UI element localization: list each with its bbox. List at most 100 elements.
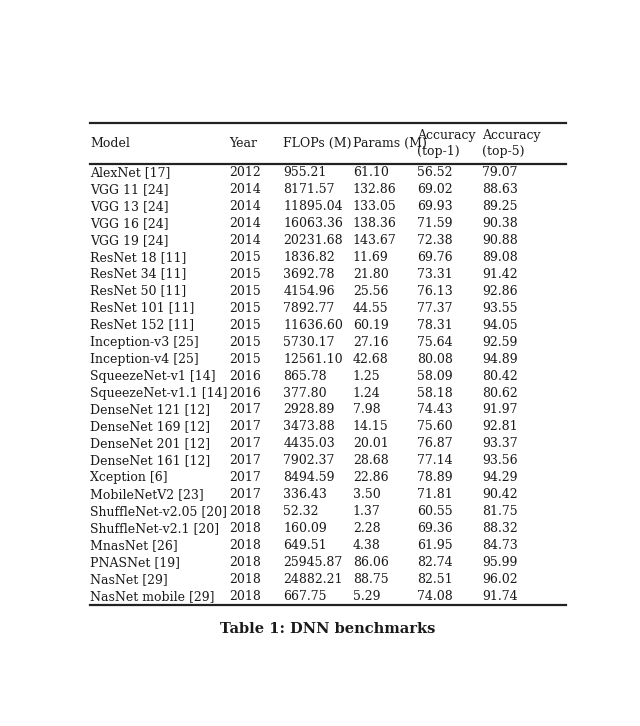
Text: 77.37: 77.37 [417, 301, 452, 314]
Text: 89.08: 89.08 [482, 250, 518, 264]
Text: 80.42: 80.42 [482, 370, 518, 383]
Text: Inception-v4 [25]: Inception-v4 [25] [90, 353, 198, 365]
Text: Xception [6]: Xception [6] [90, 471, 168, 484]
Text: 2012: 2012 [229, 166, 260, 179]
Text: FLOPs (M): FLOPs (M) [284, 137, 352, 150]
Text: AlexNet [17]: AlexNet [17] [90, 166, 170, 179]
Text: 82.51: 82.51 [417, 574, 453, 587]
Text: 93.37: 93.37 [482, 438, 517, 450]
Text: 138.36: 138.36 [353, 216, 397, 229]
Text: Accuracy
(top-1): Accuracy (top-1) [417, 129, 476, 158]
Text: 95.99: 95.99 [482, 556, 517, 569]
Text: 667.75: 667.75 [284, 590, 327, 603]
Text: 1.25: 1.25 [353, 370, 380, 383]
Text: 3473.88: 3473.88 [284, 420, 335, 433]
Text: 2017: 2017 [229, 471, 260, 484]
Text: 93.55: 93.55 [482, 301, 517, 314]
Text: 56.52: 56.52 [417, 166, 452, 179]
Text: 5.29: 5.29 [353, 590, 380, 603]
Text: 96.02: 96.02 [482, 574, 517, 587]
Text: 2017: 2017 [229, 454, 260, 468]
Text: 76.13: 76.13 [417, 285, 453, 298]
Text: 2018: 2018 [229, 539, 260, 552]
Text: 86.06: 86.06 [353, 556, 388, 569]
Text: 93.56: 93.56 [482, 454, 517, 468]
Text: 21.80: 21.80 [353, 268, 388, 281]
Text: 1836.82: 1836.82 [284, 250, 335, 264]
Text: 71.81: 71.81 [417, 489, 453, 502]
Text: 12561.10: 12561.10 [284, 353, 343, 365]
Text: 52.32: 52.32 [284, 505, 319, 518]
Text: 2015: 2015 [229, 268, 260, 281]
Text: 5730.17: 5730.17 [284, 335, 335, 348]
Text: 94.29: 94.29 [482, 471, 517, 484]
Text: VGG 13 [24]: VGG 13 [24] [90, 200, 168, 213]
Text: 2015: 2015 [229, 301, 260, 314]
Text: 94.05: 94.05 [482, 319, 517, 332]
Text: 91.42: 91.42 [482, 268, 517, 281]
Text: 75.64: 75.64 [417, 335, 453, 348]
Text: 69.93: 69.93 [417, 200, 453, 213]
Text: 92.59: 92.59 [482, 335, 517, 348]
Text: 2015: 2015 [229, 319, 260, 332]
Text: 61.10: 61.10 [353, 166, 388, 179]
Text: 24882.21: 24882.21 [284, 574, 343, 587]
Text: NasNet mobile [29]: NasNet mobile [29] [90, 590, 214, 603]
Text: 649.51: 649.51 [284, 539, 327, 552]
Text: 25.56: 25.56 [353, 285, 388, 298]
Text: 80.08: 80.08 [417, 353, 453, 365]
Text: 69.76: 69.76 [417, 250, 453, 264]
Text: 2928.89: 2928.89 [284, 404, 335, 417]
Text: 90.88: 90.88 [482, 234, 518, 247]
Text: 60.55: 60.55 [417, 505, 453, 518]
Text: 133.05: 133.05 [353, 200, 397, 213]
Text: 89.25: 89.25 [482, 200, 517, 213]
Text: 74.43: 74.43 [417, 404, 453, 417]
Text: 69.36: 69.36 [417, 523, 453, 535]
Text: VGG 16 [24]: VGG 16 [24] [90, 216, 168, 229]
Text: 7.98: 7.98 [353, 404, 380, 417]
Text: 72.38: 72.38 [417, 234, 453, 247]
Text: SqueezeNet-v1.1 [14]: SqueezeNet-v1.1 [14] [90, 386, 227, 399]
Text: 71.59: 71.59 [417, 216, 452, 229]
Text: 1.24: 1.24 [353, 386, 381, 399]
Text: 61.95: 61.95 [417, 539, 453, 552]
Text: 143.67: 143.67 [353, 234, 397, 247]
Text: 11895.04: 11895.04 [284, 200, 343, 213]
Text: 7892.77: 7892.77 [284, 301, 335, 314]
Text: 865.78: 865.78 [284, 370, 327, 383]
Text: 92.86: 92.86 [482, 285, 517, 298]
Text: 28.68: 28.68 [353, 454, 388, 468]
Text: VGG 11 [24]: VGG 11 [24] [90, 183, 168, 196]
Text: 60.19: 60.19 [353, 319, 388, 332]
Text: 2014: 2014 [229, 200, 260, 213]
Text: MobileNetV2 [23]: MobileNetV2 [23] [90, 489, 204, 502]
Text: 377.80: 377.80 [284, 386, 327, 399]
Text: 92.81: 92.81 [482, 420, 517, 433]
Text: 20231.68: 20231.68 [284, 234, 343, 247]
Text: 91.74: 91.74 [482, 590, 517, 603]
Text: 90.38: 90.38 [482, 216, 518, 229]
Text: 16063.36: 16063.36 [284, 216, 343, 229]
Text: 3692.78: 3692.78 [284, 268, 335, 281]
Text: 955.21: 955.21 [284, 166, 327, 179]
Text: 2018: 2018 [229, 556, 260, 569]
Text: 2015: 2015 [229, 335, 260, 348]
Text: ShuffleNet-v2.05 [20]: ShuffleNet-v2.05 [20] [90, 505, 227, 518]
Text: 3.50: 3.50 [353, 489, 381, 502]
Text: PNASNet [19]: PNASNet [19] [90, 556, 180, 569]
Text: 20.01: 20.01 [353, 438, 388, 450]
Text: Accuracy
(top-5): Accuracy (top-5) [482, 129, 540, 158]
Text: 4154.96: 4154.96 [284, 285, 335, 298]
Text: MnasNet [26]: MnasNet [26] [90, 539, 178, 552]
Text: Model: Model [90, 137, 130, 150]
Text: 11636.60: 11636.60 [284, 319, 343, 332]
Text: 75.60: 75.60 [417, 420, 453, 433]
Text: 88.32: 88.32 [482, 523, 518, 535]
Text: DenseNet 161 [12]: DenseNet 161 [12] [90, 454, 210, 468]
Text: 4435.03: 4435.03 [284, 438, 335, 450]
Text: 336.43: 336.43 [284, 489, 327, 502]
Text: 44.55: 44.55 [353, 301, 388, 314]
Text: ResNet 50 [11]: ResNet 50 [11] [90, 285, 186, 298]
Text: 7902.37: 7902.37 [284, 454, 335, 468]
